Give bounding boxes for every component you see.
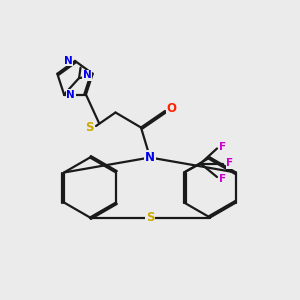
Text: F: F: [226, 158, 233, 169]
Text: O: O: [167, 101, 177, 115]
Text: N: N: [83, 70, 92, 80]
Text: N: N: [64, 56, 73, 66]
Text: N: N: [145, 151, 155, 164]
Text: S: S: [85, 121, 94, 134]
Text: F: F: [220, 173, 226, 184]
Text: S: S: [146, 211, 154, 224]
Text: F: F: [220, 142, 226, 152]
Text: N: N: [66, 89, 75, 100]
